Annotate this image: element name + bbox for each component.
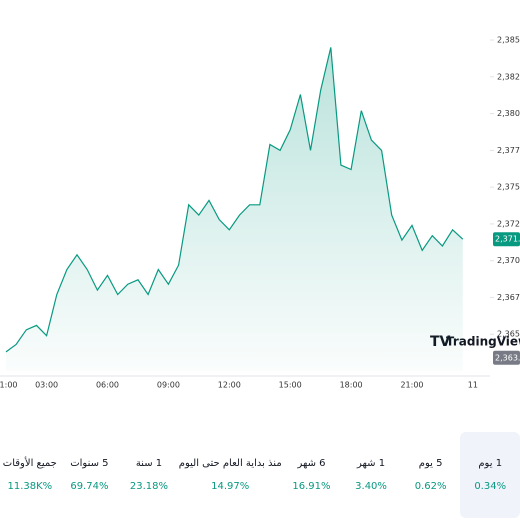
line: [5, 47, 464, 353]
period-change: 23.18%: [129, 481, 169, 492]
period-label: 1 سنة: [135, 458, 163, 469]
y-tick-label: 2,380.00: [497, 109, 520, 118]
chart: TV TradingView 2,365.002,367.502,370.002…: [0, 36, 520, 390]
period-label: 1 شهر: [357, 458, 386, 469]
period-tab[interactable]: 1 سنة 23.18%: [119, 432, 179, 518]
y-tick-label: 2,370.00: [497, 256, 520, 265]
period-label: 5 سنوات: [70, 458, 109, 469]
period-change: 69.74%: [70, 481, 109, 492]
period-change: 16.91%: [292, 481, 331, 492]
period-change: 0.62%: [414, 481, 447, 492]
period-change: 14.97%: [211, 481, 250, 492]
x-tick-label: 15:00: [279, 381, 302, 390]
period-tab[interactable]: 1 شهر 3.40%: [341, 432, 401, 518]
period-tab[interactable]: 6 شهر 16.91%: [282, 432, 342, 518]
period-label: 6 شهر: [297, 458, 326, 469]
period-tab[interactable]: 1 يوم 0.34%: [460, 432, 520, 518]
period-tab[interactable]: 5 سنوات 69.74%: [60, 432, 120, 518]
period-tab[interactable]: منذ بداية العام حتى اليوم 14.97%: [179, 432, 282, 518]
period-tab[interactable]: جميع الأوقات 11.38K%: [0, 432, 60, 518]
x-tick-label: 09:00: [157, 381, 180, 390]
x-tick-label: 11: [468, 381, 478, 390]
x-tick-label: 21:00: [400, 381, 423, 390]
area: [6, 47, 463, 372]
watermark-text: TradingView: [446, 335, 520, 349]
price-label-box: [493, 350, 520, 365]
x-tick-label: 06:00: [96, 381, 119, 390]
period-label: 5 يوم: [418, 458, 443, 469]
x-tick-label: 01:00: [0, 381, 18, 390]
y-tick-label: 2,382.50: [497, 72, 520, 81]
x-tick-label: 12:00: [218, 381, 241, 390]
y-tick-label: 2,385.00: [497, 36, 520, 45]
price-label: 2,371.46: [495, 235, 520, 244]
period-change: 3.40%: [355, 481, 387, 492]
period-tab[interactable]: 5 يوم 0.62%: [401, 432, 461, 518]
x-tick-label: 18:00: [340, 381, 363, 390]
x-tick-label: 03:00: [35, 381, 58, 390]
y-tick-label: 2,367.50: [497, 293, 520, 302]
period-label: جميع الأوقات: [2, 458, 57, 469]
period-tabs: 1 يوم 0.34% 5 يوم 0.62% 1 شهر 3.40% 6 شهر 16.91…: [0, 432, 520, 518]
period-label: منذ بداية العام حتى اليوم: [178, 458, 282, 469]
y-tick-label: 2,365.00: [497, 330, 520, 339]
y-tick-label: 2,377.50: [497, 146, 520, 155]
period-change: 11.38K%: [7, 481, 53, 492]
period-label: 1 يوم: [478, 458, 503, 469]
price-label-box: [493, 232, 520, 247]
period-change: 0.34%: [474, 481, 507, 492]
price-label: 2,363.40: [495, 353, 520, 362]
y-tick-label: 2,372.50: [497, 219, 520, 228]
y-tick-label: 2,375.00: [497, 183, 520, 192]
